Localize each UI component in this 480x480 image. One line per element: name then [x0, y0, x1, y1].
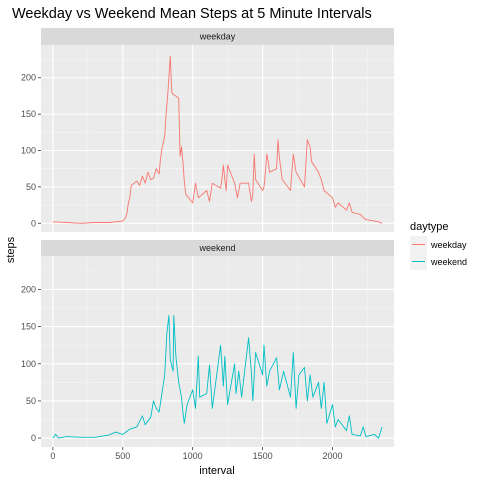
y-tick-label: 50: [26, 182, 36, 192]
facet-strip-label: weekday: [199, 32, 236, 42]
x-tick-label: 500: [115, 451, 130, 461]
legend-item-weekday: weekday: [410, 236, 467, 253]
series-line-weekday: [52, 55, 383, 224]
chart-title: Weekday vs Weekend Mean Steps at 5 Minut…: [12, 6, 372, 22]
x-tick-label: 1500: [253, 451, 273, 461]
facet-strip-weekend: [41, 240, 394, 256]
x-tick-label: 0: [50, 451, 55, 461]
y-tick-label: 200: [21, 284, 36, 294]
y-tick-label: 150: [21, 109, 36, 119]
series-line-weekend: [52, 315, 383, 439]
facet-strip-weekday: [41, 28, 394, 45]
legend: daytype weekday weekend: [410, 221, 467, 270]
panel-background: [41, 256, 394, 447]
y-tick-label: 100: [21, 146, 36, 156]
facet-strip-label: weekend: [198, 243, 235, 253]
y-axis-title: steps: [5, 236, 17, 263]
y-tick-label: 200: [21, 73, 36, 83]
x-tick-label: 1000: [183, 451, 203, 461]
y-tick-label: 0: [31, 218, 36, 228]
x-tick-label: 2000: [322, 451, 342, 461]
y-tick-label: 100: [21, 359, 36, 369]
legend-title: daytype: [410, 221, 449, 233]
legend-item-weekend: weekend: [410, 253, 467, 270]
x-axis-title: interval: [199, 465, 234, 477]
legend-label: weekend: [430, 257, 467, 267]
legend-label: weekday: [430, 240, 467, 250]
y-tick-label: 150: [21, 322, 36, 332]
y-tick-label: 50: [26, 396, 36, 406]
y-tick-label: 0: [31, 433, 36, 443]
panel-background: [41, 45, 394, 232]
facet-panel-weekday: weekday 0 50 100 150 200: [21, 28, 394, 232]
